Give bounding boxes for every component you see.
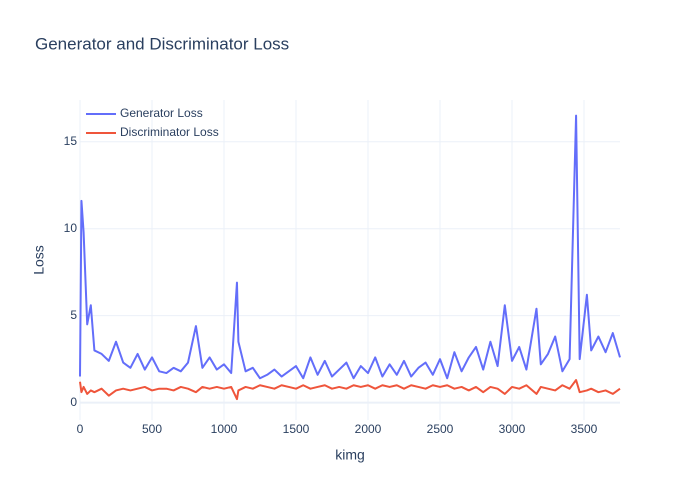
y-tick-label: 15 [64, 134, 78, 148]
y-tick-label: 0 [70, 395, 77, 409]
series-line [79, 379, 621, 401]
x-axis-title: kimg [335, 447, 365, 463]
x-tick-label: 500 [142, 422, 162, 436]
x-tick-label: 2000 [355, 422, 382, 436]
legend-label: Generator Loss [120, 106, 203, 120]
legend-item: Generator Loss [86, 106, 203, 120]
chart-title: Generator and Discriminator Loss [35, 34, 289, 53]
x-tick-label: 3500 [571, 422, 598, 436]
legend-item: Discriminator Loss [86, 125, 219, 139]
x-tick-label: 0 [77, 422, 84, 436]
y-tick-label: 10 [64, 221, 78, 235]
y-tick-label: 5 [70, 308, 77, 322]
x-tick-label: 3000 [499, 422, 526, 436]
x-tick-label: 2500 [427, 422, 454, 436]
x-tick-label: 1000 [211, 422, 238, 436]
x-tick-label: 1500 [283, 422, 310, 436]
y-axis-title: Loss [31, 245, 47, 275]
legend-label: Discriminator Loss [120, 125, 219, 139]
series-line [79, 114, 621, 380]
